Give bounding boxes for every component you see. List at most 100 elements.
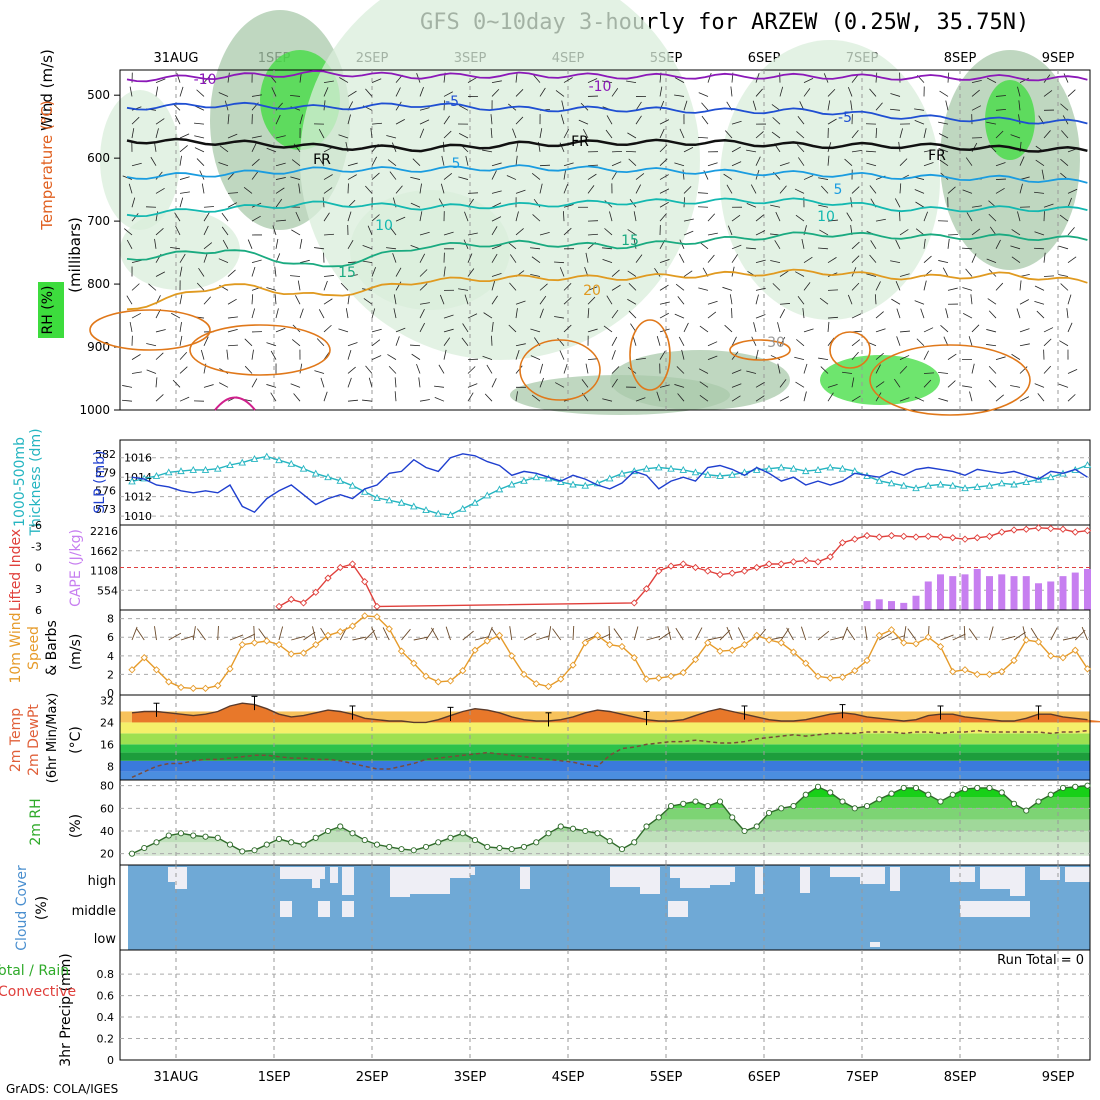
rh-series-point: [165, 832, 172, 839]
wind-barb: [611, 336, 618, 346]
wind-barb: [371, 308, 376, 319]
wind-barb: [916, 338, 925, 347]
wind-barb: [443, 266, 446, 277]
wind-speed-series-point: [250, 639, 259, 647]
bottom-day-label: 7SEP: [846, 1070, 879, 1085]
wind-barb: [605, 129, 613, 139]
wind-barb: [126, 239, 133, 250]
thickness-series-point: [373, 493, 381, 501]
wind-barb: [678, 336, 685, 346]
wind-barb: [699, 325, 709, 333]
wind-barb: [899, 273, 910, 277]
wind-barb: [131, 213, 139, 222]
wind-barb: [851, 186, 860, 194]
lifted-index-series-point: [900, 532, 908, 540]
temperature-contour: [189, 324, 331, 376]
rh-series-point: [692, 798, 699, 805]
lifted-index-series-point: [851, 535, 859, 543]
wind-barb: [587, 358, 598, 361]
wind-barb: [203, 296, 211, 305]
wind-barb: [940, 634, 954, 641]
lifted-index-series-point: [777, 560, 785, 568]
wind-barb: [755, 287, 766, 291]
wind-barb: [817, 247, 829, 250]
lifted-index-series-point: [802, 556, 810, 565]
rh-series-point: [349, 830, 356, 837]
lifted-index-series-point: [373, 602, 381, 611]
wind-barb: [1043, 130, 1051, 139]
wind-barb: [196, 89, 205, 97]
run-total-label: Run Total = 0: [997, 953, 1084, 968]
wind-barb: [555, 90, 565, 97]
wind-barb: [995, 187, 1005, 194]
wind-barb: [1019, 77, 1030, 83]
wind-barb: [779, 379, 787, 388]
wind-speed-series-point: [777, 639, 785, 647]
wind-speed-series-point: [1022, 636, 1030, 644]
wind-barb: [458, 133, 469, 139]
isotherm-label: 5: [452, 156, 461, 172]
wind-barb: [515, 189, 526, 194]
wind-barb: [609, 211, 613, 222]
wind-barb: [986, 121, 997, 125]
wind-barb: [695, 627, 703, 641]
wind-barb: [155, 377, 158, 388]
wind-barb: [179, 86, 184, 97]
precip-tick-label: 0.6: [97, 990, 115, 1003]
lifted-index-series-point: [1083, 527, 1092, 535]
isotherm-line: [126, 197, 1088, 218]
wind-barb: [875, 352, 884, 360]
rh-series-point: [324, 827, 332, 835]
high-cloud-patch: [610, 867, 640, 887]
thickness-series-point: [458, 504, 467, 512]
wind-speed-series-point: [998, 667, 1006, 676]
wind-speed-series-point: [189, 684, 197, 692]
wind-barb: [800, 626, 807, 641]
bottom-day-label: 1SEP: [258, 1070, 291, 1085]
wind-barb: [875, 127, 878, 139]
wind-barb: [131, 162, 142, 167]
wind-barb: [443, 337, 451, 347]
wind-barb: [467, 253, 473, 263]
wind-barb: [483, 312, 493, 319]
thickness-series-point: [789, 464, 798, 472]
wind-barb: [746, 203, 757, 208]
wind-barb: [675, 627, 684, 641]
wind-barb: [229, 634, 244, 641]
wind-barb: [179, 253, 186, 263]
wind-barb: [122, 385, 133, 388]
wind-barb: [938, 133, 949, 139]
middle-cloud-patch: [668, 901, 688, 917]
wind-barb: [1043, 275, 1055, 277]
wind-speed-series-point: [569, 661, 577, 669]
thickness-series-point: [226, 461, 234, 468]
rh-tick-label: 80: [100, 780, 114, 793]
wind-barb: [899, 229, 909, 236]
low-cloud-patch: [870, 942, 880, 947]
wind-barb: [611, 284, 621, 291]
wind-barb: [430, 627, 439, 641]
cape-bar: [1035, 583, 1042, 610]
wind-barb: [724, 324, 733, 333]
wind-barb: [314, 247, 325, 250]
wind-barb: [827, 392, 834, 402]
wind-barb: [523, 632, 537, 641]
wind-barb: [683, 270, 693, 277]
wind-barb: [1062, 636, 1077, 641]
thickness-series-point: [385, 496, 394, 504]
wind-barb: [530, 273, 541, 277]
wind-barb: [1019, 299, 1030, 305]
wind-barb: [515, 343, 526, 347]
wind-barb: [707, 636, 722, 641]
wind-barb: [1043, 338, 1052, 347]
wind-speed-series: [131, 615, 1089, 690]
temperature-contour-hot: [214, 396, 256, 411]
wind-barb: [562, 211, 565, 222]
wind-barb: [491, 253, 498, 263]
wind-barb: [459, 105, 469, 111]
wind-barb: [1067, 394, 1076, 402]
wind-barb: [180, 635, 195, 641]
rh-series-point: [667, 803, 675, 810]
wind-speed-series-point: [618, 642, 626, 651]
wind-barb: [699, 395, 709, 402]
